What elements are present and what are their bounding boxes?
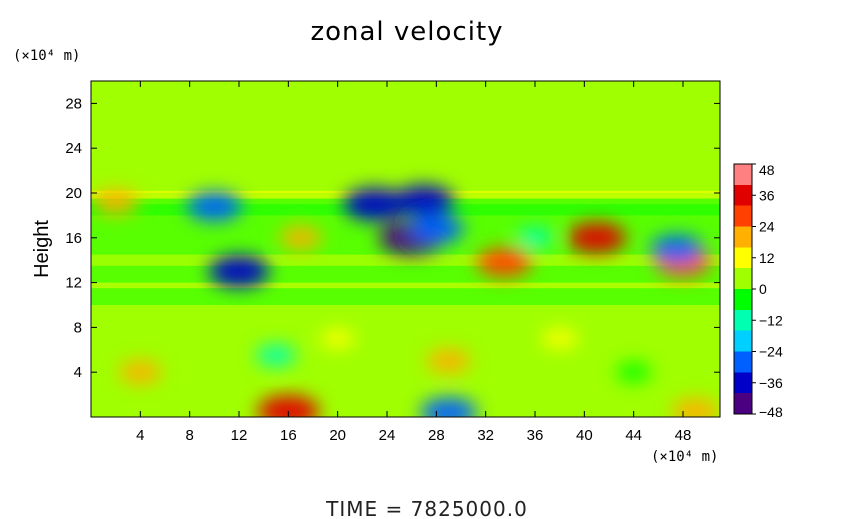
x-tick-label: 32 (477, 427, 494, 444)
x-tick-label: 48 (675, 427, 692, 444)
x-tick-label: 28 (428, 427, 445, 444)
x-tick-label: 20 (329, 427, 346, 444)
x-tick-label: 44 (625, 427, 642, 444)
heatmap-feature (650, 234, 704, 264)
x-tick-label: 36 (527, 427, 544, 444)
heatmap-feature (541, 328, 579, 349)
heatmap-feature (567, 222, 626, 254)
colorbar-tick-label: 24 (759, 219, 775, 235)
x-axis-unit: (×10⁴ m) (651, 449, 718, 465)
heatmap-feature (476, 247, 532, 278)
heatmap-feature (320, 328, 356, 349)
colorbar-ticks: 48 36 24 12 0 −12 −24 −36 −48 (752, 162, 783, 420)
x-tick-label: 8 (185, 427, 193, 444)
heatmap-feature (255, 344, 297, 367)
heatmap-feature (208, 255, 270, 288)
heatmap-feature (186, 191, 242, 222)
heatmap-band (91, 305, 720, 417)
heatmap-plot-area (91, 81, 720, 417)
colorbar-tick-label: −24 (759, 344, 783, 360)
heatmap-feature (516, 227, 554, 248)
heatmap-feature (420, 397, 478, 417)
heatmap-feature (279, 226, 322, 250)
y-tick-label: 12 (65, 275, 82, 292)
colorbar-tick-label: −48 (759, 404, 783, 420)
heatmap-band (91, 282, 720, 289)
heatmap-feature (408, 214, 464, 244)
x-tick-label: 40 (576, 427, 593, 444)
heatmap-feature (257, 395, 320, 417)
heatmap-band (91, 254, 720, 266)
colorbar-tick-label: 12 (759, 250, 775, 266)
heatmap-feature (92, 189, 139, 215)
x-tick-label: 16 (280, 427, 297, 444)
plot-frame (90, 80, 721, 418)
heatmap-feature (426, 349, 471, 373)
heatmap-feature (671, 398, 720, 417)
y-tick-label: 20 (65, 185, 82, 202)
x-tick-label: 4 (136, 427, 144, 444)
x-axis-ticks: 4 8 12 16 20 24 28 32 36 40 44 48 (136, 81, 691, 444)
chart-title: zonal velocity (310, 17, 503, 47)
y-tick-label: 4 (74, 364, 82, 381)
time-footer: TIME = 7825000.0 (325, 497, 528, 519)
y-tick-label: 8 (74, 319, 82, 336)
colorbar-tick-label: −36 (759, 375, 783, 391)
heatmap-feature (343, 187, 406, 221)
colorbar (733, 163, 753, 415)
colorbar-tick-label: 48 (759, 162, 775, 178)
x-tick-label: 12 (231, 427, 248, 444)
y-tick-label: 24 (65, 140, 82, 157)
y-axis-unit: (×10⁴ m) (13, 48, 80, 64)
y-axis-label: Height (31, 220, 53, 278)
colorbar-tick-label: 0 (759, 281, 767, 297)
y-tick-label: 28 (65, 95, 82, 112)
y-axis-ticks: 4 8 12 16 20 24 28 (65, 95, 720, 381)
x-tick-label: 24 (379, 427, 396, 444)
heatmap-feature (119, 360, 162, 384)
heatmap-feature (616, 362, 652, 382)
heatmap-features (92, 184, 720, 417)
colorbar-tick-label: 36 (759, 187, 775, 203)
heatmap-feature (393, 184, 455, 217)
y-tick-label: 16 (65, 230, 82, 247)
colorbar-tick-label: −12 (759, 312, 783, 328)
